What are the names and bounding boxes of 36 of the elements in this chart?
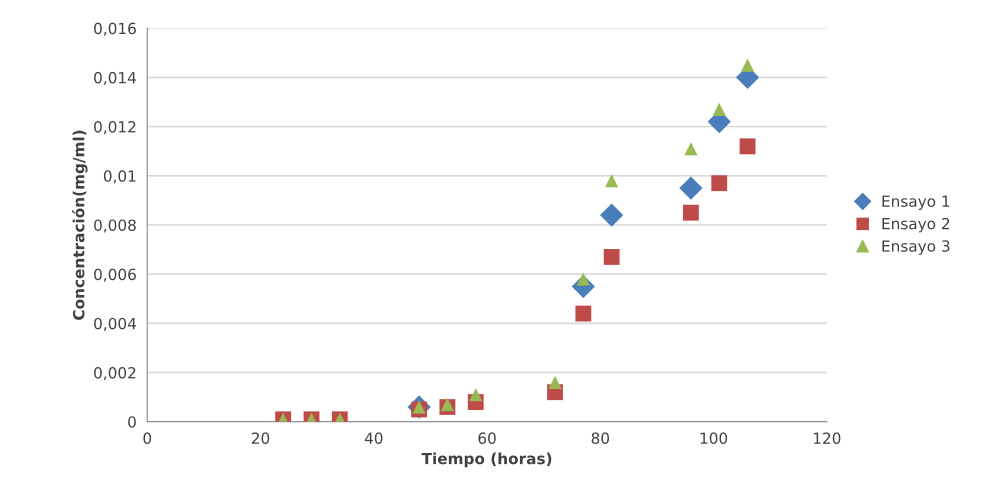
point — [679, 176, 703, 200]
point — [711, 175, 728, 192]
x-tick-label: 80 — [592, 432, 610, 444]
y-tick-label: 0,016 — [94, 22, 136, 36]
point — [740, 58, 754, 72]
y-tick-label: 0,012 — [94, 121, 136, 134]
legend-label: Ensayo 2 — [882, 218, 950, 232]
point — [605, 174, 618, 188]
y-tick-label: 0,01 — [104, 170, 136, 184]
point — [469, 388, 482, 402]
point — [575, 306, 592, 322]
y-tick-label: 0,006 — [94, 268, 136, 282]
point — [548, 376, 562, 389]
y-tick-label: 0 — [128, 416, 136, 428]
point — [684, 142, 698, 156]
y-tick-label: 0,014 — [94, 72, 136, 85]
point — [440, 398, 454, 412]
x-tick-label: 20 — [252, 432, 270, 444]
x-axis-title: Tiempo (horas) — [422, 452, 552, 468]
x-tick-label: 40 — [364, 432, 382, 444]
y-tick-label: 0,004 — [94, 318, 136, 331]
y-axis-title: Concentración(mg/ml) — [72, 130, 88, 320]
point — [712, 102, 726, 116]
x-tick-label: 100 — [700, 432, 728, 444]
point — [600, 204, 624, 227]
point — [740, 138, 756, 154]
x-tick-label: 60 — [478, 432, 496, 444]
x-tick-label: 0 — [143, 432, 152, 444]
y-tick-label: 0,008 — [94, 219, 136, 233]
point — [604, 249, 620, 265]
x-tick-label: 120 — [814, 432, 840, 444]
legend-label: Ensayo 3 — [882, 240, 950, 255]
point — [576, 272, 590, 286]
point — [683, 204, 699, 221]
legend-label: Ensayo 1 — [882, 196, 950, 210]
y-tick-label: 0,002 — [94, 367, 136, 380]
